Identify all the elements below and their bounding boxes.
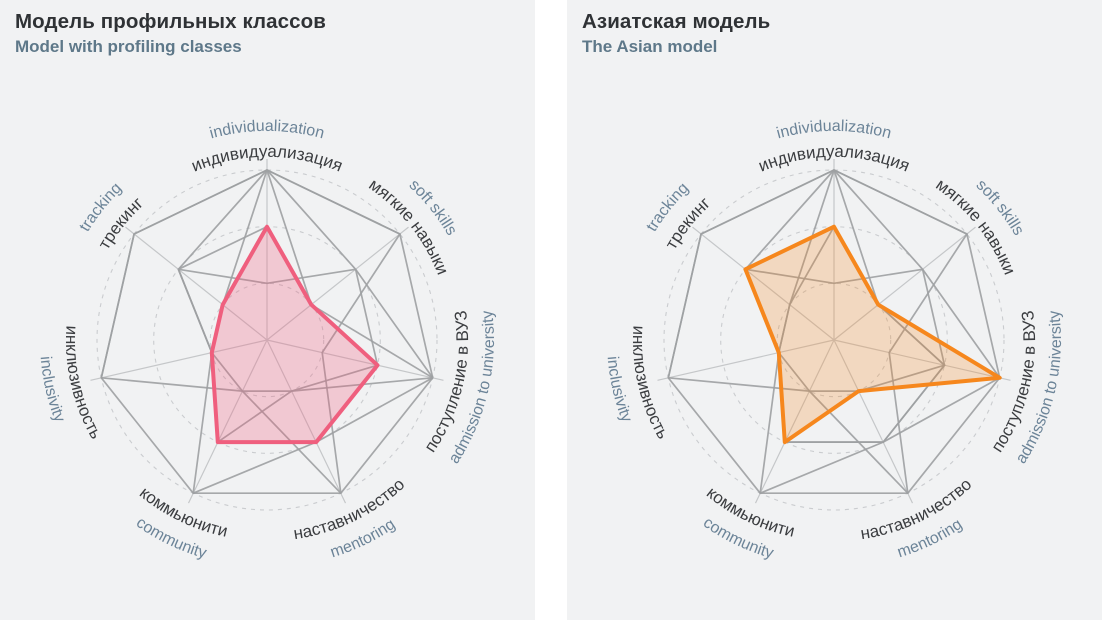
panel-profile-classes: Модель профильных классов Model with pro…: [0, 0, 535, 620]
page-title-left-ru: Модель профильных классов: [15, 10, 327, 33]
axis-spoke: [833, 339, 914, 504]
grid-ring: [209, 282, 325, 398]
page-title-left-en: Model with profiling classes: [15, 36, 242, 56]
axis-spoke: [187, 339, 268, 504]
page-title-right-ru: Азиатская модель: [582, 10, 771, 33]
radar-chart-asian-model: индивидуализацияindividualizationмягкие …: [604, 118, 1065, 562]
grid-ring: [776, 282, 892, 398]
axis-spoke: [692, 226, 835, 341]
grid-ring: [663, 169, 1005, 511]
radar-highlight-polygon: [209, 224, 380, 445]
panel-asian-model: Азиатская модель The Asian model индивид…: [567, 0, 1102, 620]
grid-ring: [96, 169, 438, 511]
axis-spoke: [125, 226, 268, 341]
radar-highlight-polygon: [743, 224, 1002, 445]
axis-spoke: [90, 339, 268, 381]
axis-spoke: [833, 339, 1011, 381]
axis-label-ru: инклюзивность: [62, 325, 106, 442]
axis-label-en: individualization: [775, 118, 893, 142]
axis-label-en: inclusivity: [604, 356, 635, 425]
radar-web-polygon: [177, 225, 434, 443]
axis-spoke: [266, 339, 347, 504]
axis-label-ru: инклюзивность: [629, 325, 673, 442]
radar-chart-profile-classes: индивидуализацияindividualizationмягкие …: [37, 118, 498, 562]
axis-spoke: [754, 339, 835, 504]
radar-web-polygon: [777, 225, 946, 443]
page-title-right-en: The Asian model: [582, 36, 718, 56]
axis-label-en: individualization: [208, 118, 326, 142]
axis-spoke: [266, 339, 444, 381]
panel-header-left: Модель профильных классов Model with pro…: [15, 10, 326, 57]
axis-spoke: [657, 339, 835, 381]
panel-header-right: Азиатская модель The Asian model: [582, 10, 770, 57]
axis-label-en: inclusivity: [37, 356, 68, 425]
axis-spoke: [266, 226, 409, 341]
axis-spoke: [833, 226, 976, 341]
